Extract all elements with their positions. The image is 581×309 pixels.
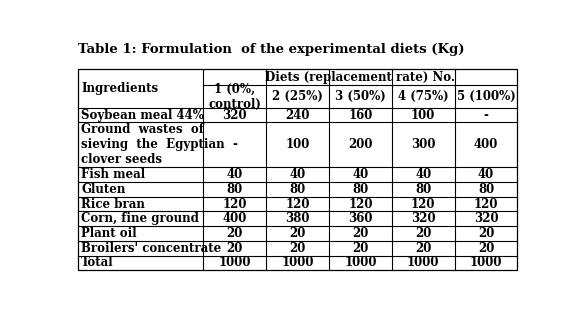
Text: 20: 20 [289,242,306,255]
Text: 80: 80 [227,183,243,196]
Text: 120: 120 [348,197,372,210]
Text: 40: 40 [289,168,306,181]
Text: 20: 20 [227,227,243,240]
Text: Table 1: Formulation  of the experimental diets (Kg): Table 1: Formulation of the experimental… [78,43,465,56]
Text: 160: 160 [348,109,372,122]
Text: 80: 80 [478,183,494,196]
Text: 20: 20 [227,242,243,255]
Text: 20: 20 [415,227,432,240]
Text: 320: 320 [223,109,247,122]
Text: Fish meal: Fish meal [81,168,145,181]
Text: Broilers' concentrate: Broilers' concentrate [81,242,221,255]
Text: 20: 20 [352,242,368,255]
Text: 40: 40 [478,168,494,181]
Text: Gluten: Gluten [81,183,125,196]
Text: 320: 320 [411,212,436,225]
Text: 400: 400 [474,138,498,151]
Text: Corn, fine ground: Corn, fine ground [81,212,199,225]
Text: 20: 20 [478,227,494,240]
Text: 80: 80 [289,183,306,196]
Text: Ground  wastes  of
sieving  the  Egyptian
clover seeds: Ground wastes of sieving the Egyptian cl… [81,123,225,166]
Text: 120: 120 [223,197,247,210]
Text: 1000: 1000 [344,256,376,269]
Text: 200: 200 [348,138,372,151]
Bar [78,69,518,270]
Text: -: - [483,109,489,122]
Text: 120: 120 [474,197,498,210]
Text: 120: 120 [285,197,310,210]
Text: Diets (replacement rate) No.: Diets (replacement rate) No. [266,71,456,84]
Text: 1000: 1000 [218,256,251,269]
Text: 80: 80 [352,183,368,196]
Text: 40: 40 [352,168,368,181]
Text: 1000: 1000 [281,256,314,269]
Text: 400: 400 [223,212,247,225]
Text: Total: Total [81,256,114,269]
Text: 2 (25%): 2 (25%) [272,90,323,103]
Text: Rice bran: Rice bran [81,197,145,210]
Text: 100: 100 [411,109,435,122]
Text: 40: 40 [415,168,431,181]
Text: 240: 240 [285,109,310,122]
Text: 20: 20 [352,227,368,240]
Text: 300: 300 [411,138,436,151]
Text: 5 (100%): 5 (100%) [457,90,515,103]
Text: Ingredients: Ingredients [81,82,158,95]
Text: 1000: 1000 [407,256,439,269]
Text: 100: 100 [285,138,310,151]
Text: Plant oil: Plant oil [81,227,137,240]
Text: 1000: 1000 [470,256,503,269]
Text: Soybean meal 44%: Soybean meal 44% [81,109,204,122]
Text: 20: 20 [415,242,432,255]
Text: -: - [232,138,237,151]
Text: 1 (0%,
control): 1 (0%, control) [208,83,261,111]
Text: 20: 20 [478,242,494,255]
Text: 380: 380 [285,212,310,225]
Text: 4 (75%): 4 (75%) [398,90,449,103]
Text: 120: 120 [411,197,436,210]
Text: 360: 360 [348,212,372,225]
Text: 40: 40 [227,168,243,181]
Text: 80: 80 [415,183,431,196]
Text: 320: 320 [474,212,498,225]
Text: 3 (50%): 3 (50%) [335,90,386,103]
Text: 20: 20 [289,227,306,240]
